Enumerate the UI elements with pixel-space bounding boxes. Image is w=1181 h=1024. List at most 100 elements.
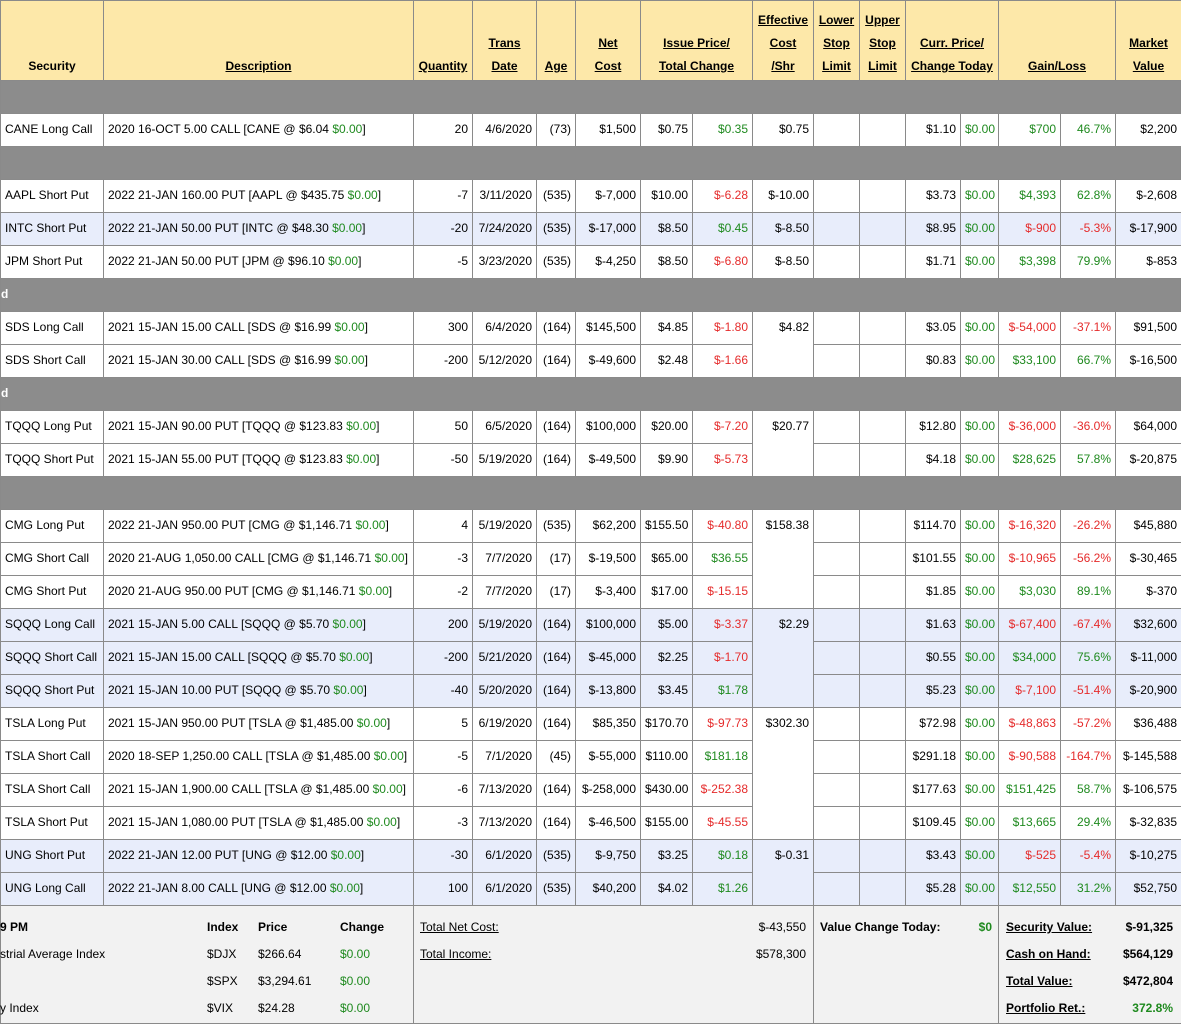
cell: $0.00 [960, 509, 999, 543]
cell-text: CMG Long Put [5, 518, 85, 532]
cell-text: 5 [461, 716, 468, 730]
cell: -30 [413, 839, 473, 873]
cell-text: CMG Short Call [5, 551, 90, 565]
cell: $12,550 [998, 872, 1061, 906]
stop-limit-cell [813, 740, 860, 774]
cell-text: $0.00 [965, 848, 996, 862]
cell: $0.00 [960, 608, 999, 642]
header-text: Gain/Loss [1027, 59, 1086, 73]
cell-text: 46.7% [1076, 122, 1111, 136]
description-part: 2022 21-JAN 8.00 CALL [UNG @ $12.00 [108, 881, 330, 895]
cell-text: $110.00 [645, 749, 689, 763]
header-cell: Lower Stop Limit [813, 0, 860, 81]
cell: $3.73 [905, 179, 961, 213]
effective-cost-cell: $-8.50 [752, 212, 814, 246]
cell-text: $-2,608 [1136, 188, 1177, 202]
cell-text: $85,350 [592, 716, 636, 730]
cell: $-4,250 [575, 245, 641, 279]
description-part: $0.00 [333, 683, 364, 697]
cell: $700 [998, 113, 1061, 147]
cell-text: -3 [457, 815, 468, 829]
stop-limit-cell [859, 179, 906, 213]
cell: 79.9% [1060, 245, 1116, 279]
stop-limit-cell [859, 674, 906, 708]
cell-text: $2.48 [657, 353, 688, 367]
cell: $8.50 [640, 245, 693, 279]
cell-text: $-90,588 [1008, 749, 1056, 763]
cell: $0.00 [960, 707, 999, 741]
cell-text: $32,600 [1133, 617, 1177, 631]
header-text: Change Today [911, 59, 993, 73]
cell: (164) [536, 641, 576, 675]
cell-text: 7/13/2020 [478, 815, 532, 829]
description-part: 2021 15-JAN 950.00 PUT [TSLA @ $1,485.00 [108, 716, 357, 730]
cell-text: $3.05 [925, 320, 956, 334]
cell: $-45.55 [692, 806, 753, 840]
description-part: 2020 16-OCT 5.00 CALL [CANE @ $6.04 [108, 122, 333, 136]
description-part: 2022 21-JAN 12.00 PUT [UNG @ $12.00 [108, 848, 331, 862]
cell-text: $-20,900 [1129, 683, 1177, 697]
cell: $12.80 [905, 410, 961, 444]
summary-value: $472,804 [1122, 974, 1173, 988]
cell-text: $0.00 [965, 221, 996, 235]
cell: $28,625 [998, 443, 1061, 477]
cell-text: $-900 [1025, 221, 1056, 235]
cell: $-6.28 [692, 179, 753, 213]
description-part: 2022 21-JAN 950.00 PUT [CMG @ $1,146.71 [108, 518, 356, 532]
header-cell: Issue Price/Total Change [640, 0, 753, 81]
cell-text: -30 [450, 848, 468, 862]
cell-text: 4/6/2020 [485, 122, 532, 136]
cell: -3 [413, 806, 473, 840]
cell-text: 75.6% [1076, 650, 1111, 664]
header-cell: Market Value [1115, 0, 1181, 81]
cell: SQQQ Short Put [0, 674, 104, 708]
cell-text: $700 [1029, 122, 1056, 136]
cell: -5 [413, 245, 473, 279]
cell: $5.23 [905, 674, 961, 708]
cell-text: TQQQ Long Put [5, 419, 92, 433]
summary-value: $-91,325 [1126, 917, 1173, 937]
stop-limit-cell [859, 641, 906, 675]
stop-limit-cell [813, 410, 860, 444]
cell-text: $0.00 [965, 650, 996, 664]
cell: $-6.80 [692, 245, 753, 279]
cell-text: $-4,250 [595, 254, 636, 268]
cell-text: $4.18 [925, 452, 956, 466]
cell-text: $3.43 [925, 848, 956, 862]
cell-text: $-16,320 [1008, 518, 1056, 532]
cell: $64,000 [1115, 410, 1181, 444]
index-cell: $VIX [207, 998, 233, 1018]
cell: 2022 21-JAN 50.00 PUT [INTC @ $48.30 $0.… [103, 212, 414, 246]
cell: $155.00 [640, 806, 693, 840]
cell-text: $12.80 [919, 419, 956, 433]
cell: (17) [536, 575, 576, 609]
cell-text: $17.00 [651, 584, 688, 598]
cell: $1.71 [905, 245, 961, 279]
cell: $3.25 [640, 839, 693, 873]
cell: 7/24/2020 [472, 212, 537, 246]
cell: $0.00 [960, 212, 999, 246]
cell: -200 [413, 641, 473, 675]
summary-label: Security Value: [1006, 920, 1093, 934]
cell: CMG Short Call [0, 542, 104, 576]
header-text: Cost [594, 59, 622, 73]
description-part: $0.00 [332, 617, 363, 631]
cell-text: $177.63 [912, 782, 956, 796]
header-text: Stop [869, 36, 896, 50]
cell-text: $8.50 [657, 254, 688, 268]
header-text: Net [598, 36, 618, 50]
section-label: d [1, 386, 9, 400]
cell: $-7,000 [575, 179, 641, 213]
summary-label: Cash on Hand: [1006, 947, 1091, 961]
cell: $0.00 [960, 872, 999, 906]
cell: 58.7% [1060, 773, 1116, 807]
cell: $8.95 [905, 212, 961, 246]
cell-text: $151,425 [1005, 782, 1056, 796]
cell: $-67,400 [998, 608, 1061, 642]
cell: -67.4% [1060, 608, 1116, 642]
cell: $-9,750 [575, 839, 641, 873]
cell-text: (164) [542, 815, 571, 829]
cell: $0.00 [960, 311, 999, 345]
header-cell: Upper Stop Limit [859, 0, 906, 81]
cell: $-20,875 [1115, 443, 1181, 477]
